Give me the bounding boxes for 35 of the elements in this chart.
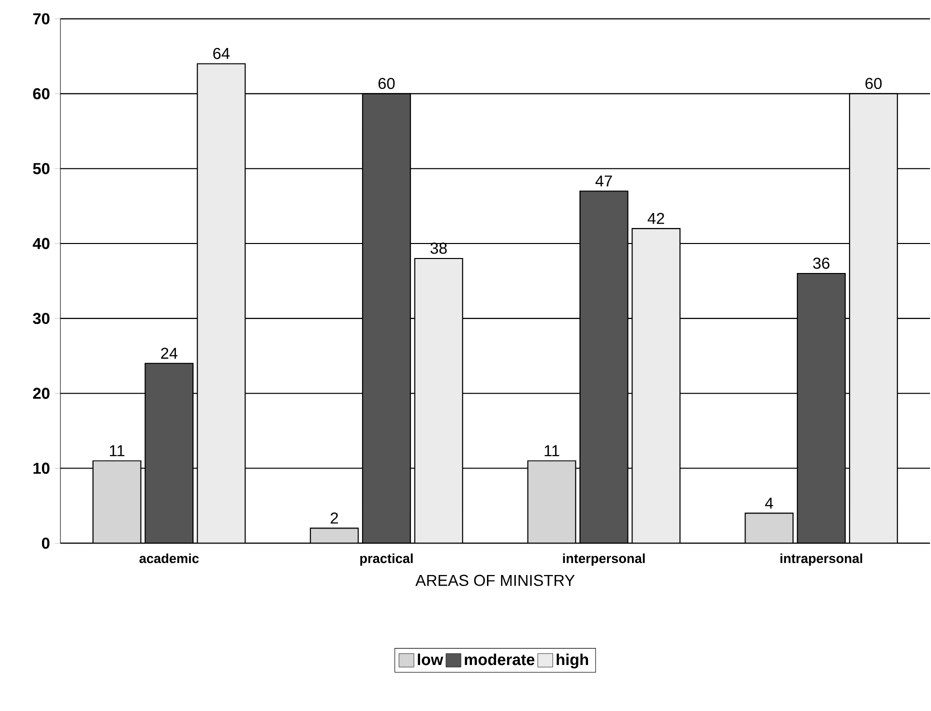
data-label: 64 — [213, 48, 230, 60]
bar — [196, 63, 246, 544]
y-tick-label: 30 — [32, 313, 50, 324]
y-tick-label: 10 — [34, 462, 50, 474]
data-label: 36 — [813, 258, 830, 270]
bar — [310, 528, 359, 544]
x-tick-label: practical — [360, 554, 413, 566]
data-label: 60 — [866, 78, 882, 90]
bar — [414, 258, 464, 544]
legend-label: low — [418, 654, 444, 666]
y-tick-label: 40 — [32, 238, 50, 250]
legend-label: high — [556, 654, 588, 669]
y-tick-label: 0 — [42, 538, 50, 550]
data-label: 60 — [378, 78, 395, 90]
y-tick-label: 50 — [33, 163, 50, 174]
data-label: 47 — [595, 176, 612, 187]
x-tick-label: academic — [139, 554, 199, 564]
legend-label: moderate — [464, 654, 534, 666]
bar — [632, 228, 681, 544]
bar — [92, 460, 142, 544]
y-tick-label: 20 — [33, 388, 50, 400]
y-tick-label: 60 — [33, 88, 50, 100]
bar — [849, 93, 898, 544]
data-label: 11 — [544, 445, 560, 456]
data-label: 42 — [648, 213, 664, 224]
data-label: 24 — [161, 348, 178, 359]
data-label: 11 — [110, 445, 124, 456]
y-tick-label: 70 — [33, 13, 50, 25]
data-label: 2 — [330, 512, 338, 524]
bar — [527, 460, 576, 544]
x-axis-title: AREAS OF MINISTRY — [415, 575, 575, 586]
data-label: 4 — [765, 498, 774, 509]
bar — [744, 512, 794, 544]
x-tick-label: interpersonal — [563, 554, 645, 566]
x-tick-label: intrapersonal — [780, 554, 862, 566]
